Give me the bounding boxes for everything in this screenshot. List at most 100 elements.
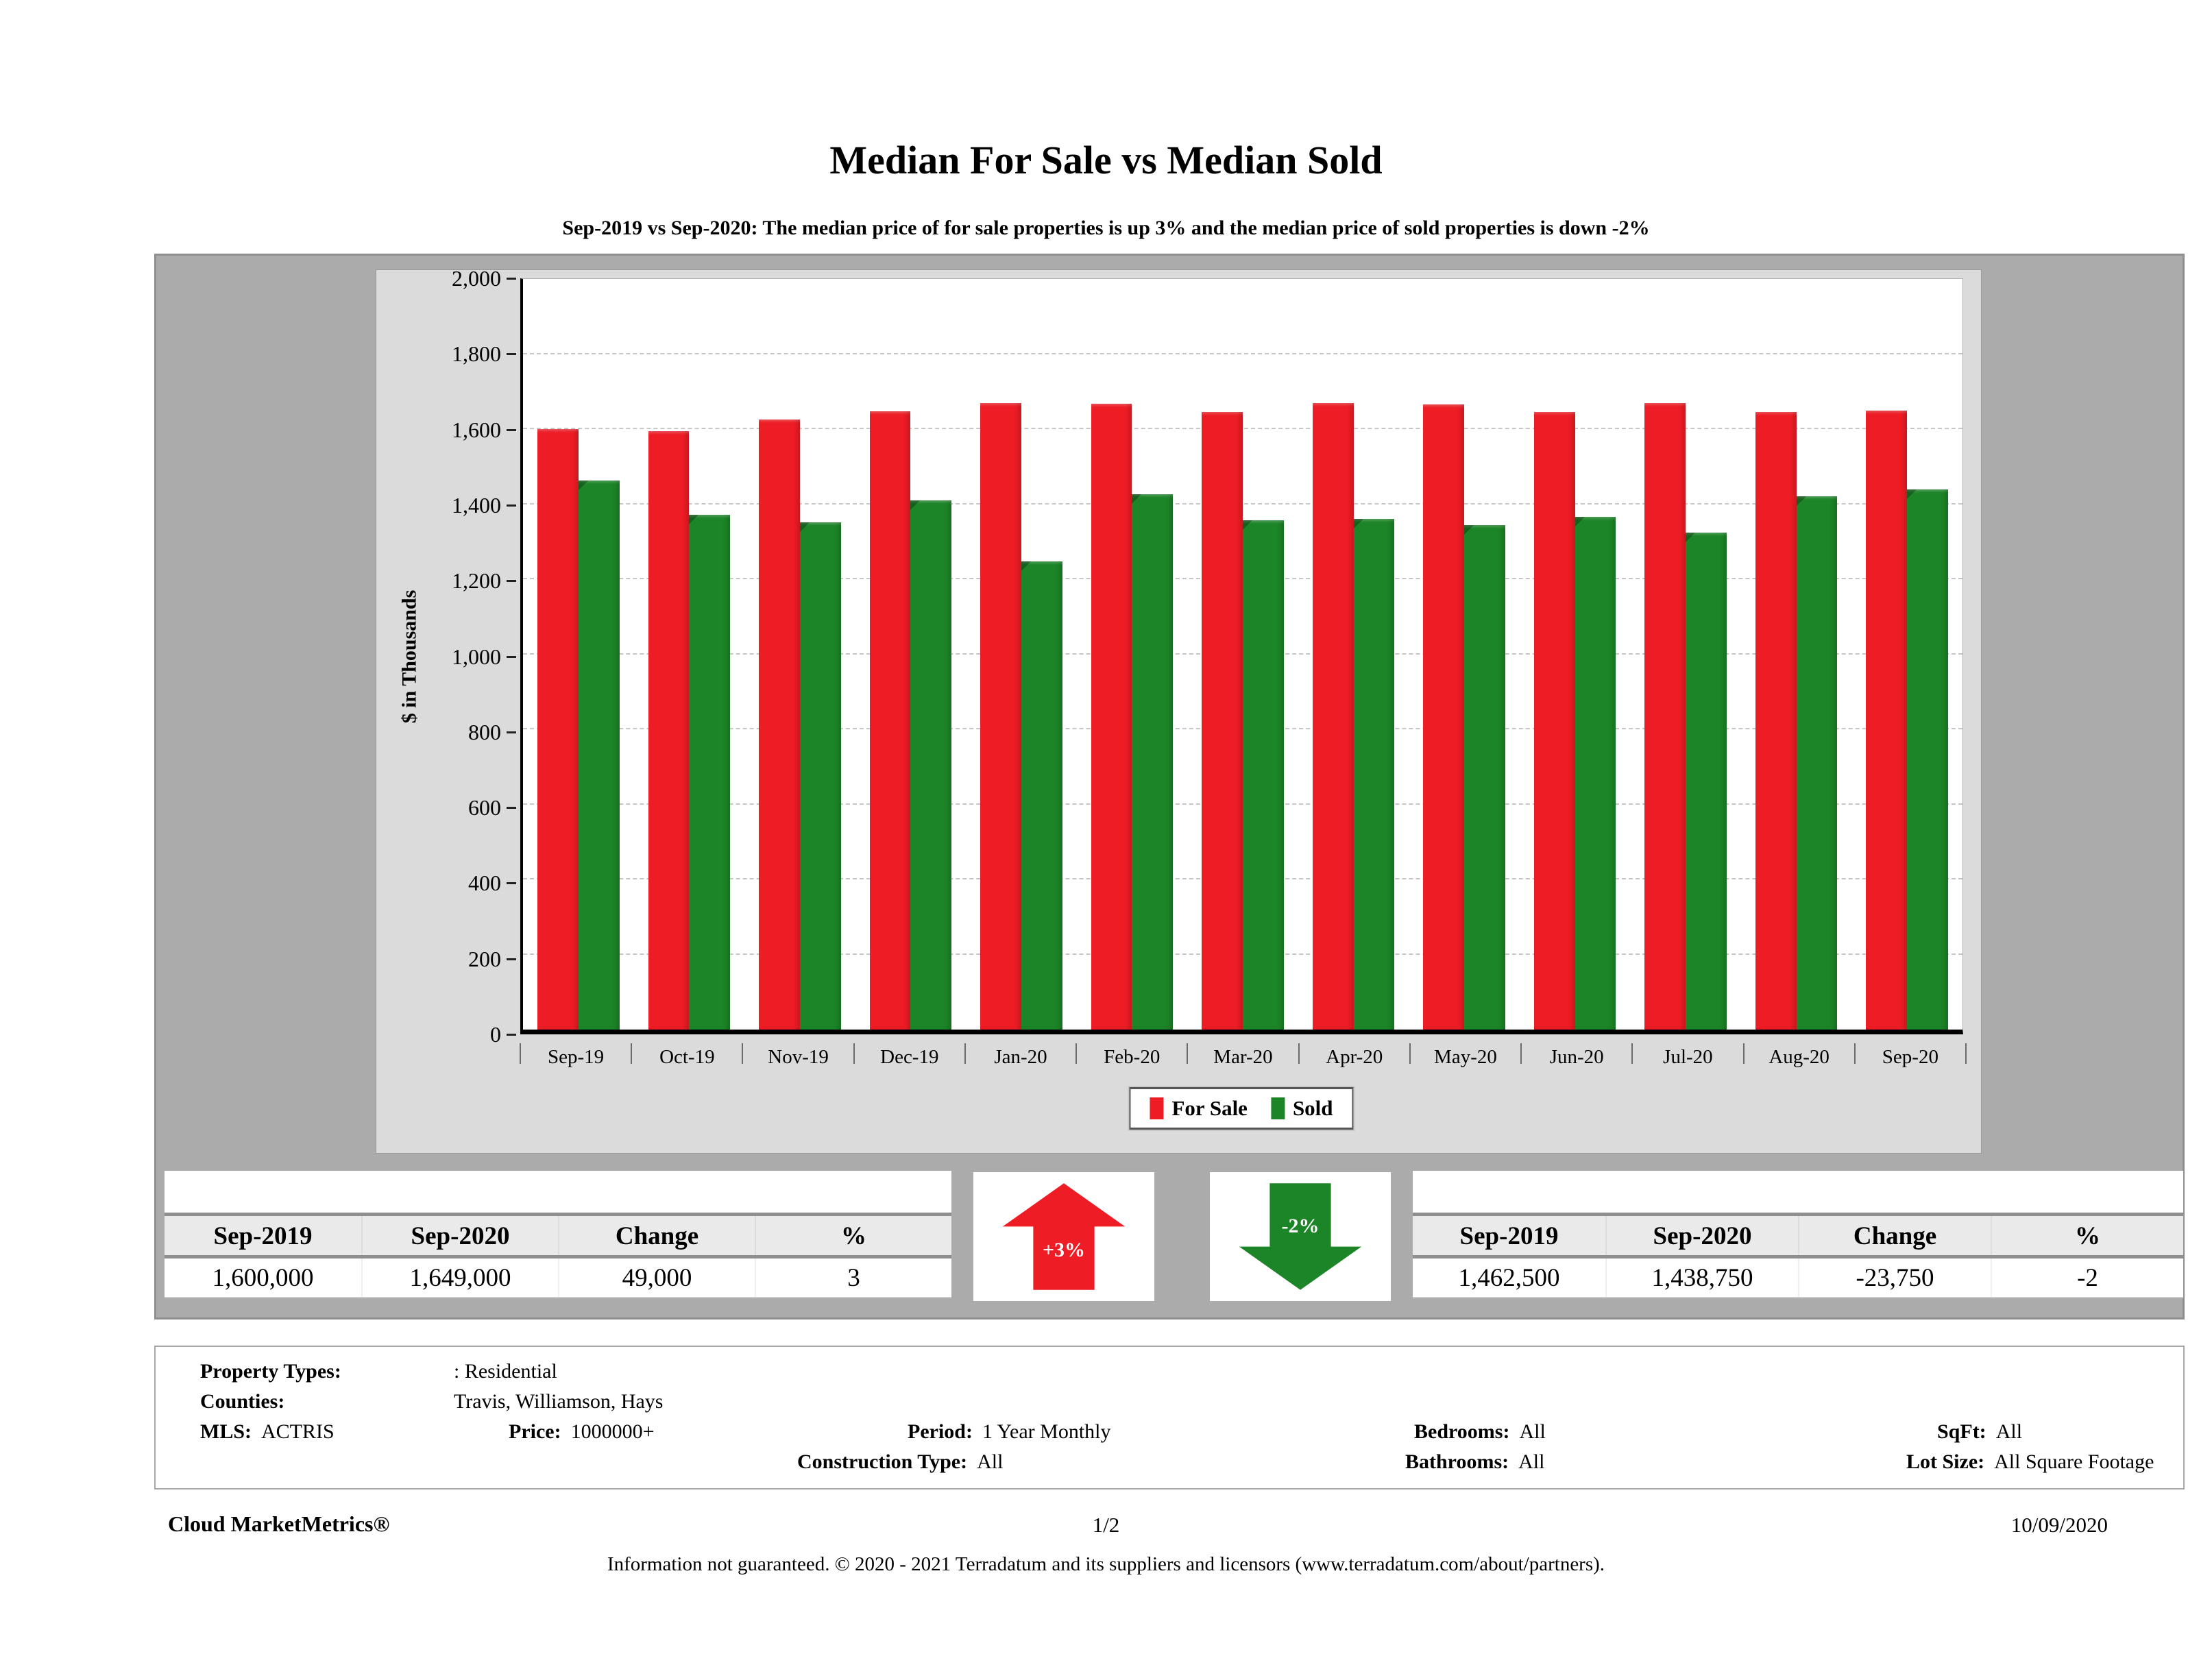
x-axis-label-dec-19: Dec-19: [880, 1046, 939, 1068]
period-value: 1 Year Monthly: [982, 1420, 1111, 1443]
bar-group-may-20: [1409, 279, 1520, 1030]
footer-page-number: 1/2: [1092, 1513, 1120, 1537]
bar-sold-apr-20: [1353, 519, 1395, 1030]
bar-group-nov-19: [744, 279, 855, 1030]
chart-legend: For Sale Sold: [1129, 1087, 1354, 1130]
x-axis-label-oct-19: Oct-19: [659, 1046, 715, 1068]
for-sale-table-data-row: 1,600,000 1,649,000 49,000 3: [165, 1258, 951, 1298]
bar-sold-mar-20: [1242, 520, 1284, 1030]
x-axis-separator-4: [964, 1043, 966, 1064]
chart-outer-panel: $ in Thousands 0 200 400 600 800 1,000 1,200 1,…: [154, 254, 2185, 1320]
x-axis-label-jun-20: Jun-20: [1549, 1046, 1604, 1068]
for-sale-summary-table: Sep-2019 Sep-2020 Change % 1,600,000 1,6…: [165, 1171, 951, 1298]
legend-item-sold: Sold: [1270, 1096, 1333, 1121]
bar-for-sale-nov-19: [759, 420, 800, 1030]
bar-for-sale-feb-20: [1091, 404, 1132, 1030]
bar-group-mar-20: [1187, 279, 1298, 1030]
x-axis-separator-2: [742, 1043, 744, 1064]
y-axis: 0 200 400 600 800 1,000 1,200 1,400 1,600 1,800 2,…: [376, 267, 519, 1046]
for-sale-value-sep-2019: 1,600,000: [212, 1264, 314, 1292]
bar-sold-jul-20: [1686, 532, 1727, 1030]
gridline-1400: [523, 502, 1962, 504]
for-sale-header-sep-2019: Sep-2019: [213, 1222, 313, 1250]
gridline-1800: [523, 352, 1962, 354]
bar-sold-nov-19: [799, 522, 841, 1030]
lot-size-value: All Square Footage: [1994, 1450, 2154, 1473]
mls-value: ACTRIS: [261, 1420, 335, 1443]
bar-group-apr-20: [1298, 279, 1409, 1030]
for-sale-header-sep-2020: Sep-2020: [361, 1216, 558, 1255]
bedrooms-value: All: [1519, 1420, 1546, 1443]
bar-for-sale-sep-20: [1866, 411, 1908, 1030]
property-types-label: Property Types:: [200, 1360, 341, 1383]
sold-change-arrow-box: -2%: [1210, 1172, 1391, 1301]
sold-table-data-row: 1,462,500 1,438,750 -23,750 -2: [1413, 1258, 2183, 1298]
bar-group-aug-20: [1741, 279, 1852, 1030]
for-sale-value-change: 49,000: [558, 1258, 755, 1297]
property-types-field: Property Types:: [200, 1358, 341, 1385]
bar-group-jan-20: [966, 279, 1077, 1030]
for-sale-table-header-row: Sep-2019 Sep-2020 Change %: [165, 1216, 951, 1258]
mls-field: MLS: ACTRIS: [200, 1418, 335, 1446]
y-axis-tick-400: [507, 882, 516, 885]
bar-sold-aug-20: [1796, 496, 1838, 1030]
y-axis-label-0: 0: [490, 1022, 501, 1047]
sold-header-sep-2019: Sep-2019: [1459, 1222, 1559, 1250]
footer-brand: Cloud MarketMetrics®: [168, 1511, 390, 1536]
y-axis-tick-0: [507, 1034, 516, 1036]
y-axis-label-1200: 1,200: [452, 568, 501, 594]
y-axis-label-400: 400: [468, 871, 501, 896]
bar-group-jul-20: [1630, 279, 1741, 1030]
y-axis-label-200: 200: [468, 946, 501, 971]
bedrooms-label: Bedrooms:: [1414, 1420, 1510, 1443]
down-arrow-label: -2%: [1281, 1214, 1320, 1237]
sqft-label: SqFt:: [1937, 1420, 1986, 1443]
plot-area: [520, 278, 1963, 1034]
y-axis-tick-600: [507, 807, 516, 810]
for-sale-header-percent: %: [755, 1216, 951, 1255]
y-axis-tick-1000: [507, 655, 516, 658]
x-axis-separator-0: [520, 1043, 521, 1064]
sqft-field: SqFt: All: [1937, 1418, 2022, 1446]
bathrooms-field: Bathrooms: All: [1405, 1448, 1544, 1476]
bar-group-sep-20: [1851, 279, 1962, 1030]
bar-group-oct-19: [634, 279, 745, 1030]
for-sale-change-arrow-box: +3%: [973, 1172, 1154, 1301]
page-title: Median For Sale vs Median Sold: [829, 138, 1383, 182]
bar-group-dec-19: [855, 279, 967, 1030]
sold-value-sep-2020: 1,438,750: [1605, 1258, 1798, 1297]
bar-for-sale-jul-20: [1644, 402, 1686, 1030]
property-types-value: : Residential: [454, 1360, 557, 1383]
bar-for-sale-dec-19: [869, 411, 911, 1030]
for-sale-header-change: Change: [558, 1216, 755, 1255]
bar-sold-may-20: [1464, 524, 1505, 1030]
up-arrow-icon: +3%: [1002, 1183, 1126, 1290]
x-axis-label-may-20: May-20: [1434, 1046, 1497, 1068]
bar-for-sale-apr-20: [1312, 402, 1354, 1030]
bar-sold-dec-19: [910, 500, 952, 1030]
period-label: Period:: [908, 1420, 973, 1443]
y-axis-tick-1400: [507, 504, 516, 507]
filter-criteria-box: Property Types: : Residential Counties: …: [154, 1346, 2185, 1489]
bar-sold-sep-20: [1907, 489, 1948, 1030]
bar-groups: [523, 279, 1962, 1030]
x-axis-label-aug-20: Aug-20: [1769, 1046, 1830, 1068]
x-axis-separator-13: [1965, 1043, 1967, 1064]
legend-label-sold: Sold: [1292, 1096, 1333, 1120]
x-axis: Sep-19 Oct-19 Nov-19 Dec-19 Jan-20 Feb-20 Mar-…: [520, 1041, 1967, 1080]
up-arrow-label: +3%: [1042, 1239, 1086, 1262]
legend-swatch-for-sale-icon: [1150, 1097, 1164, 1119]
counties-label: Counties:: [200, 1390, 285, 1413]
sold-table-header-row: Sep-2019 Sep-2020 Change %: [1413, 1216, 2183, 1258]
bar-for-sale-jan-20: [980, 402, 1021, 1030]
x-axis-label-jul-20: Jul-20: [1663, 1046, 1713, 1068]
y-axis-label-800: 800: [468, 719, 501, 744]
for-sale-table-blank-row: [165, 1171, 951, 1216]
bar-group-feb-20: [1077, 279, 1188, 1030]
for-sale-value-sep-2020: 1,649,000: [361, 1258, 558, 1297]
y-axis-tick-1200: [507, 580, 516, 583]
x-axis-separator-11: [1742, 1043, 1745, 1064]
x-axis-separator-6: [1187, 1043, 1189, 1064]
x-axis-label-jan-20: Jan-20: [994, 1046, 1047, 1068]
